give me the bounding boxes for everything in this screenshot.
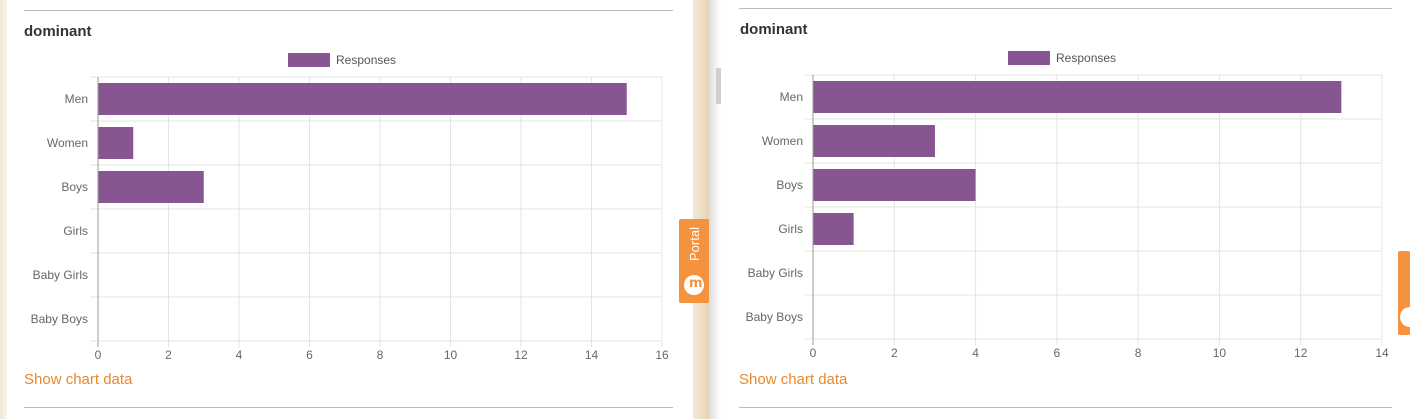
y-category-label: Girls — [63, 224, 88, 238]
divider-top — [24, 10, 673, 11]
legend-swatch — [288, 53, 330, 67]
bar-chart: Responses 0 2 4 6 8 10 12 14 16 Men Women Boys Girls B… — [31, 53, 669, 362]
y-category-label: Men — [780, 90, 803, 104]
x-tick-label: 10 — [444, 348, 458, 362]
panel-shadow — [709, 0, 721, 419]
x-tick-label: 2 — [165, 348, 172, 362]
portal-cloud-icon: m — [684, 275, 704, 295]
y-category-label: Women — [47, 136, 88, 150]
y-category-label: Women — [762, 134, 803, 148]
bar — [813, 169, 976, 201]
x-tick-label: 0 — [95, 348, 102, 362]
y-category-label: Girls — [778, 222, 803, 236]
x-tick-label: 0 — [810, 346, 817, 360]
portal-cloud-icon — [1400, 307, 1410, 327]
chart-title: dominant — [740, 21, 808, 38]
legend-swatch — [1008, 51, 1050, 65]
chart-panel-2: dominant Responses 0 2 4 6 8 10 12 14 Men Women Boy… — [721, 0, 1410, 419]
panel-gutter — [693, 0, 709, 419]
bar — [813, 213, 854, 245]
bar-chart: Responses 0 2 4 6 8 10 12 14 Men Women Boys Girls Bab… — [746, 51, 1389, 360]
legend-label: Responses — [1056, 51, 1116, 65]
bar — [813, 81, 1342, 113]
bar — [98, 127, 134, 159]
y-category-label: Boys — [61, 180, 88, 194]
chart-panel-1: dominant Responses 0 2 4 6 8 10 12 14 16 Men Women B… — [0, 0, 693, 419]
show-chart-data-link[interactable]: Show chart data — [24, 371, 133, 388]
x-tick-label: 8 — [377, 348, 384, 362]
x-tick-label: 12 — [514, 348, 528, 362]
y-category-label: Baby Boys — [31, 312, 88, 326]
y-category-label: Baby Girls — [748, 266, 803, 280]
show-chart-data-link[interactable]: Show chart data — [739, 371, 848, 388]
x-tick-label: 16 — [655, 348, 669, 362]
x-tick-label: 4 — [972, 346, 979, 360]
bar — [813, 125, 935, 157]
scrollbar-thumb[interactable] — [716, 68, 721, 104]
x-tick-label: 6 — [1054, 346, 1061, 360]
divider-bottom — [24, 407, 673, 408]
bar — [98, 171, 204, 203]
y-category-label: Baby Girls — [33, 268, 88, 282]
portal-tab-right[interactable] — [1398, 251, 1410, 335]
x-tick-label: 12 — [1294, 346, 1308, 360]
y-category-label: Men — [65, 92, 88, 106]
portal-tab[interactable]: Portal m — [679, 219, 709, 303]
page-left-edge — [0, 0, 7, 419]
x-tick-label: 2 — [891, 346, 898, 360]
x-tick-label: 6 — [306, 348, 313, 362]
x-tick-label: 8 — [1135, 346, 1142, 360]
chart-title: dominant — [24, 23, 92, 40]
x-tick-label: 4 — [236, 348, 243, 362]
x-tick-label: 10 — [1213, 346, 1227, 360]
divider-bottom — [739, 407, 1392, 408]
portal-tab-label: Portal — [687, 227, 702, 261]
divider-top — [739, 8, 1392, 9]
x-tick-label: 14 — [585, 348, 599, 362]
y-category-label: Baby Boys — [746, 310, 803, 324]
x-tick-label: 14 — [1375, 346, 1389, 360]
bar — [98, 83, 627, 115]
legend-label: Responses — [336, 53, 396, 67]
y-category-label: Boys — [776, 178, 803, 192]
